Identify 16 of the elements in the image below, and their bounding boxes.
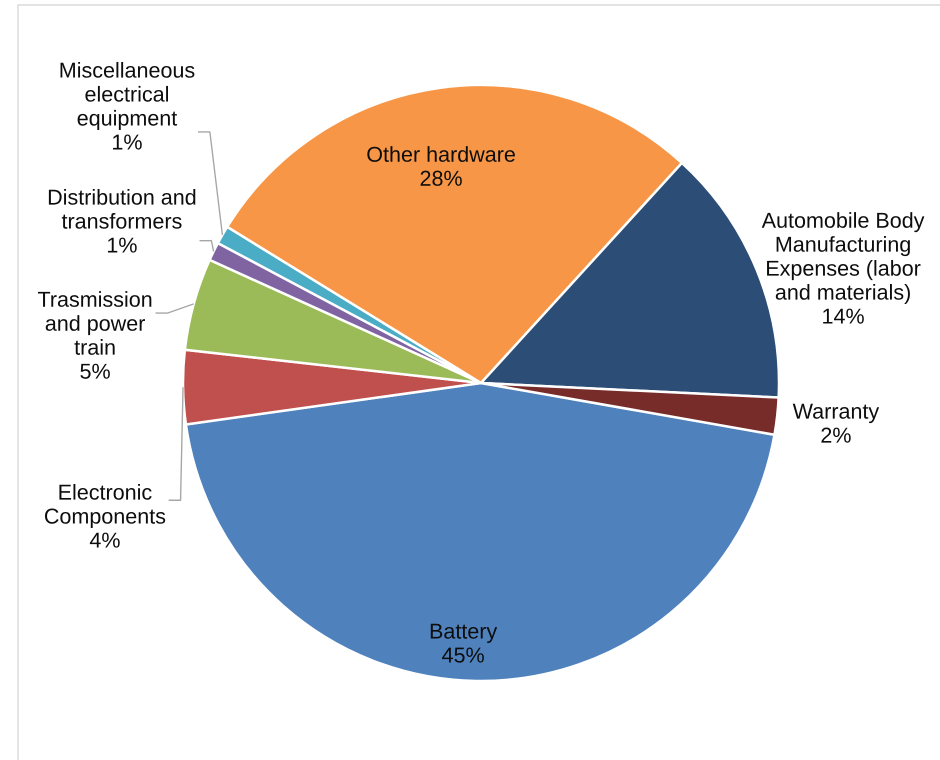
slice-label: Other hardware [367, 146, 515, 162]
slice-label: Warranty [792, 404, 880, 424]
slice-label: Electronic Components [44, 484, 166, 528]
data-label: 4% [90, 532, 120, 548]
data-label: 14% [823, 308, 864, 324]
data-label: 28% [420, 170, 462, 186]
data-label: 1% [108, 238, 137, 253]
slice-label: Automobile Body Manufacturing Expenses (labor and materials) [762, 212, 924, 304]
slice-label: Distribution and transformers [48, 188, 196, 229]
data-label: 45% [442, 648, 484, 663]
slice-label: Battery [430, 624, 498, 643]
slice-label: Trasmission and power train [38, 291, 152, 355]
slice-label: Miscellaneous electrical equipment [60, 62, 194, 130]
data-label: 5% [80, 364, 110, 379]
data-label: 2% [821, 428, 851, 443]
data-label: 1% [113, 134, 142, 150]
